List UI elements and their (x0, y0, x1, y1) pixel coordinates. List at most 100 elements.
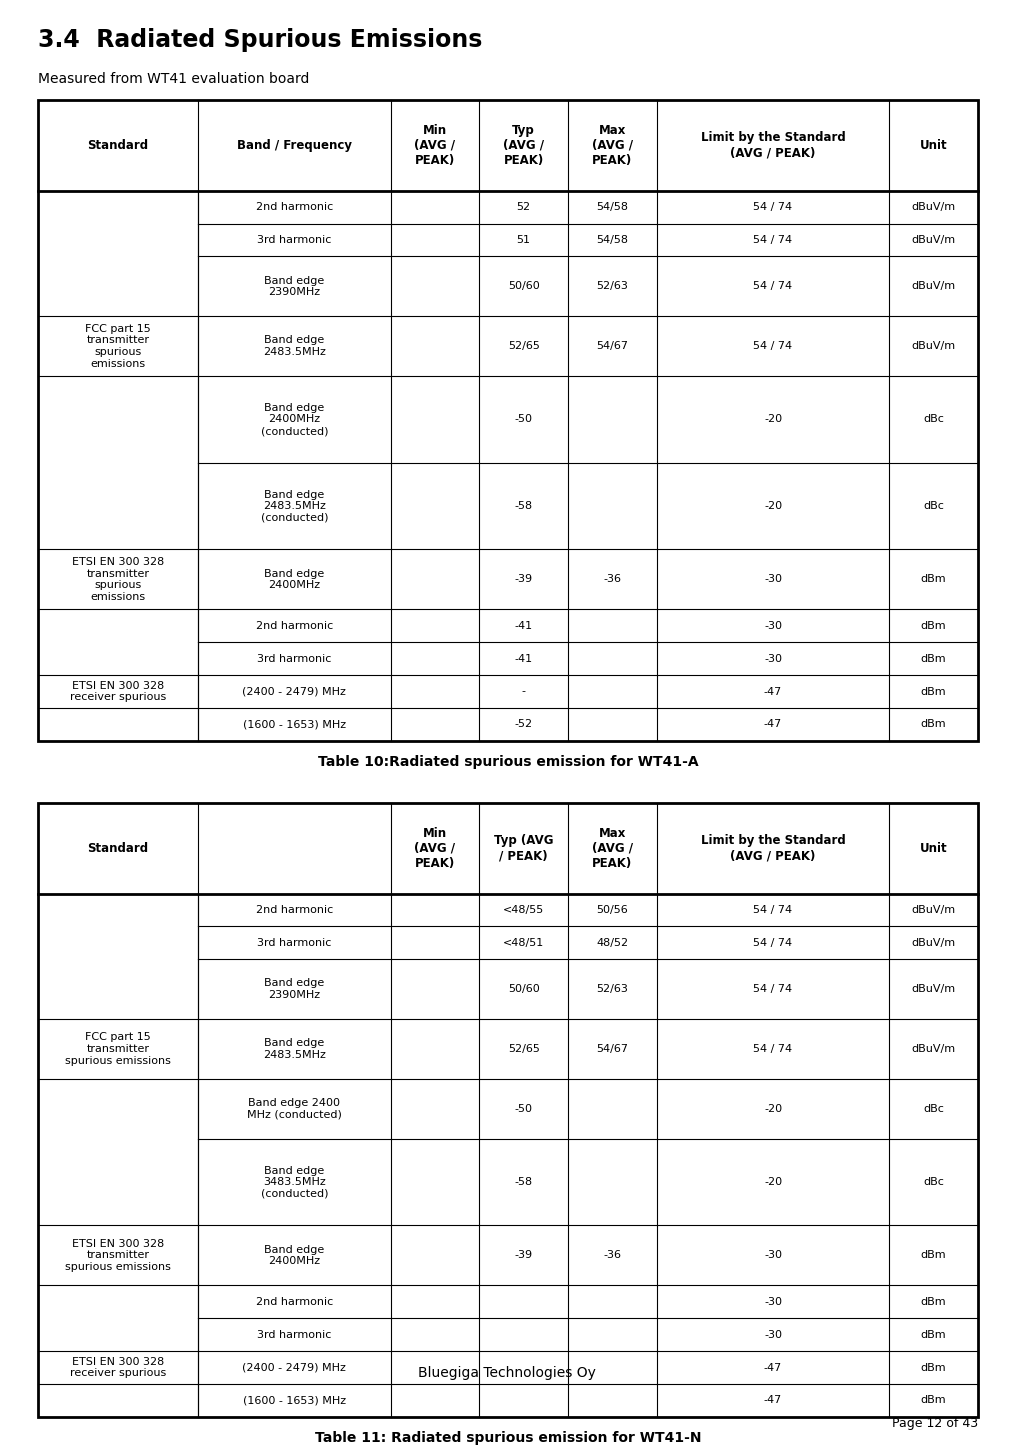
Text: 54 / 74: 54 / 74 (753, 984, 793, 995)
Text: 2nd harmonic: 2nd harmonic (256, 621, 333, 631)
Text: -41: -41 (515, 654, 532, 663)
Text: 3.4  Radiated Spurious Emissions: 3.4 Radiated Spurious Emissions (38, 28, 483, 52)
Text: Band edge
3483.5MHz
(conducted): Band edge 3483.5MHz (conducted) (261, 1166, 329, 1198)
Text: Band edge
2400MHz: Band edge 2400MHz (265, 1245, 324, 1266)
Text: dBm: dBm (921, 1250, 946, 1261)
Text: 54 / 74: 54 / 74 (753, 202, 793, 212)
Bar (38, 100, 977, 742)
Text: 52/65: 52/65 (508, 1044, 539, 1054)
Text: Standard: Standard (87, 138, 149, 151)
Text: Table 10:Radiated spurious emission for WT41-A: Table 10:Radiated spurious emission for … (317, 755, 699, 769)
Text: 52/63: 52/63 (596, 282, 629, 291)
Text: dBm: dBm (921, 720, 946, 730)
Text: 52/65: 52/65 (508, 342, 539, 352)
Text: -20: -20 (764, 414, 782, 425)
Text: 51: 51 (517, 236, 530, 246)
Text: dBuV/m: dBuV/m (912, 984, 956, 995)
Text: 2nd harmonic: 2nd harmonic (256, 202, 333, 212)
Text: 54 / 74: 54 / 74 (753, 282, 793, 291)
Text: 54 / 74: 54 / 74 (753, 938, 793, 948)
Text: 52: 52 (516, 202, 530, 212)
Text: -: - (521, 686, 525, 696)
Text: 50/60: 50/60 (508, 984, 539, 995)
Text: <48/51: <48/51 (503, 938, 545, 948)
Text: (1600 - 1653) MHz: (1600 - 1653) MHz (242, 720, 346, 730)
Text: 48/52: 48/52 (596, 938, 629, 948)
Text: <48/55: <48/55 (503, 904, 545, 915)
Text: Unit: Unit (920, 138, 947, 151)
Text: -20: -20 (764, 1178, 782, 1186)
Text: 3rd harmonic: 3rd harmonic (258, 236, 332, 246)
Text: -30: -30 (764, 1297, 782, 1307)
Text: Band edge
2400MHz
(conducted): Band edge 2400MHz (conducted) (261, 403, 329, 436)
Text: -20: -20 (764, 502, 782, 512)
Text: Measured from WT41 evaluation board: Measured from WT41 evaluation board (38, 73, 309, 86)
Text: Band edge
2390MHz: Band edge 2390MHz (265, 276, 324, 297)
Text: -52: -52 (515, 720, 532, 730)
Text: dBuV/m: dBuV/m (912, 202, 956, 212)
Bar (38, 803, 977, 1416)
Text: ETSI EN 300 328
receiver spurious: ETSI EN 300 328 receiver spurious (70, 1357, 166, 1378)
Text: dBm: dBm (921, 1362, 946, 1373)
Text: -20: -20 (764, 1104, 782, 1114)
Text: Band edge
2483.5MHz: Band edge 2483.5MHz (263, 1038, 325, 1060)
Text: Band / Frequency: Band / Frequency (237, 138, 352, 151)
Text: Band edge
2390MHz: Band edge 2390MHz (265, 979, 324, 1000)
Text: Bluegiga Technologies Oy: Bluegiga Technologies Oy (418, 1365, 596, 1380)
Text: dBc: dBc (923, 414, 944, 425)
Text: Unit: Unit (920, 842, 947, 855)
Text: ETSI EN 300 328
transmitter
spurious
emissions: ETSI EN 300 328 transmitter spurious emi… (72, 557, 164, 602)
Text: dBc: dBc (923, 1104, 944, 1114)
Text: -39: -39 (515, 1250, 532, 1261)
Text: -30: -30 (764, 1250, 782, 1261)
Text: 50/56: 50/56 (596, 904, 629, 915)
Text: 54/58: 54/58 (596, 236, 629, 246)
Text: -30: -30 (764, 574, 782, 585)
Text: Band edge 2400
MHz (conducted): Band edge 2400 MHz (conducted) (247, 1098, 342, 1120)
Text: Band edge
2483.5MHz
(conducted): Band edge 2483.5MHz (conducted) (261, 490, 329, 523)
Text: Band edge
2400MHz: Band edge 2400MHz (265, 569, 324, 590)
Text: -50: -50 (515, 1104, 532, 1114)
Text: dBc: dBc (923, 1178, 944, 1186)
Text: Typ
(AVG /
PEAK): Typ (AVG / PEAK) (503, 124, 545, 167)
Text: 50/60: 50/60 (508, 282, 539, 291)
Text: Table 11: Radiated spurious emission for WT41-N: Table 11: Radiated spurious emission for… (314, 1431, 702, 1445)
Text: Min
(AVG /
PEAK): Min (AVG / PEAK) (415, 827, 455, 869)
Text: -47: -47 (764, 686, 782, 696)
Text: 54/67: 54/67 (596, 342, 629, 352)
Text: Limit by the Standard
(AVG / PEAK): Limit by the Standard (AVG / PEAK) (701, 131, 846, 160)
Text: dBuV/m: dBuV/m (912, 342, 956, 352)
Text: dBuV/m: dBuV/m (912, 236, 956, 246)
Text: 3rd harmonic: 3rd harmonic (258, 1329, 332, 1339)
Text: dBc: dBc (923, 502, 944, 512)
Text: dBm: dBm (921, 1396, 946, 1406)
Text: ETSI EN 300 328
transmitter
spurious emissions: ETSI EN 300 328 transmitter spurious emi… (65, 1239, 171, 1272)
Text: FCC part 15
transmitter
spurious
emissions: FCC part 15 transmitter spurious emissio… (85, 324, 151, 369)
Text: dBm: dBm (921, 574, 946, 585)
Text: Typ (AVG
/ PEAK): Typ (AVG / PEAK) (494, 835, 554, 862)
Text: 3rd harmonic: 3rd harmonic (258, 938, 332, 948)
Text: ETSI EN 300 328
receiver spurious: ETSI EN 300 328 receiver spurious (70, 680, 166, 702)
Text: -58: -58 (515, 1178, 532, 1186)
Text: -39: -39 (515, 574, 532, 585)
Text: -30: -30 (764, 1329, 782, 1339)
Text: -30: -30 (764, 654, 782, 663)
Text: FCC part 15
transmitter
spurious emissions: FCC part 15 transmitter spurious emissio… (65, 1032, 171, 1066)
Text: Max
(AVG /
PEAK): Max (AVG / PEAK) (592, 124, 633, 167)
Text: -47: -47 (764, 1362, 782, 1373)
Text: 54 / 74: 54 / 74 (753, 904, 793, 915)
Text: (2400 - 2479) MHz: (2400 - 2479) MHz (242, 686, 347, 696)
Text: -47: -47 (764, 720, 782, 730)
Text: 3rd harmonic: 3rd harmonic (258, 654, 332, 663)
Text: -47: -47 (764, 1396, 782, 1406)
Text: dBm: dBm (921, 686, 946, 696)
Text: dBm: dBm (921, 1297, 946, 1307)
Text: Min
(AVG /
PEAK): Min (AVG / PEAK) (415, 124, 455, 167)
Text: -30: -30 (764, 621, 782, 631)
Text: -58: -58 (515, 502, 532, 512)
Text: Max
(AVG /
PEAK): Max (AVG / PEAK) (592, 827, 633, 869)
Text: Standard: Standard (87, 842, 149, 855)
Text: dBuV/m: dBuV/m (912, 282, 956, 291)
Text: 54/67: 54/67 (596, 1044, 629, 1054)
Text: (1600 - 1653) MHz: (1600 - 1653) MHz (242, 1396, 346, 1406)
